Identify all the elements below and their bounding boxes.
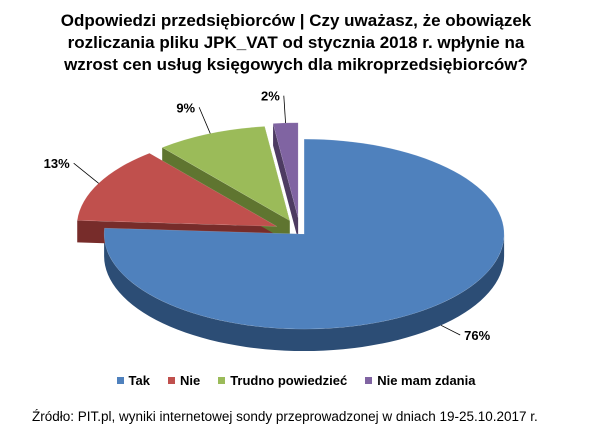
legend-swatch xyxy=(167,377,175,384)
chart-title-line-2: rozliczania pliku JPK_VAT od stycznia 20… xyxy=(67,33,525,52)
leader-line-trudno-powiedziec xyxy=(198,107,211,134)
pie-data-labels: 76% 13% 9% 2% xyxy=(44,89,491,343)
data-label-tak: 76% xyxy=(464,328,490,343)
pie-slice-wall-tak xyxy=(104,234,505,352)
pie-slice-tak xyxy=(103,138,505,330)
pie-slice-trudno-powiedziec xyxy=(161,126,291,222)
source-note: Źródło: PIT.pl, wyniki internetowej sond… xyxy=(32,409,538,424)
legend-swatch xyxy=(218,377,226,384)
data-label-trudno-powiedziec: 9% xyxy=(176,100,195,115)
chart-title-line-3: wzrost cen usług księgowych dla mikroprz… xyxy=(64,55,528,74)
chart-legend: Tak Nie Trudno powiedzieć Nie mam zdania xyxy=(0,373,592,388)
legend-item-nie: Nie xyxy=(167,373,201,388)
data-label-nie: 13% xyxy=(44,156,70,171)
leader-line-tak xyxy=(440,324,461,336)
legend-item-nie-mam-zdania: Nie mam zdania xyxy=(365,373,475,388)
pie-slice-edge-nie-mam-zdania xyxy=(273,123,299,240)
legend-swatch xyxy=(365,377,373,384)
legend-label: Trudno powiedzieć xyxy=(230,373,348,388)
legend-swatch xyxy=(116,377,124,384)
pie-tops xyxy=(76,122,505,330)
legend-label: Nie xyxy=(179,373,201,388)
leader-line-nie xyxy=(73,162,99,184)
legend-item-trudno-powiedziec: Trudno powiedzieć xyxy=(218,373,347,388)
data-label-nie-mam-zdania: 2% xyxy=(261,89,280,104)
leader-line-nie-mam-zdania xyxy=(283,95,286,123)
chart-title: Odpowiedzi przedsiębiorców | Czy uważasz… xyxy=(0,10,592,76)
chart-title-line-1: Odpowiedzi przedsiębiorców | Czy uważasz… xyxy=(60,11,532,30)
legend-label: Tak xyxy=(128,373,150,388)
legend-label: Nie mam zdania xyxy=(377,373,476,388)
legend-item-tak: Tak xyxy=(116,373,150,388)
